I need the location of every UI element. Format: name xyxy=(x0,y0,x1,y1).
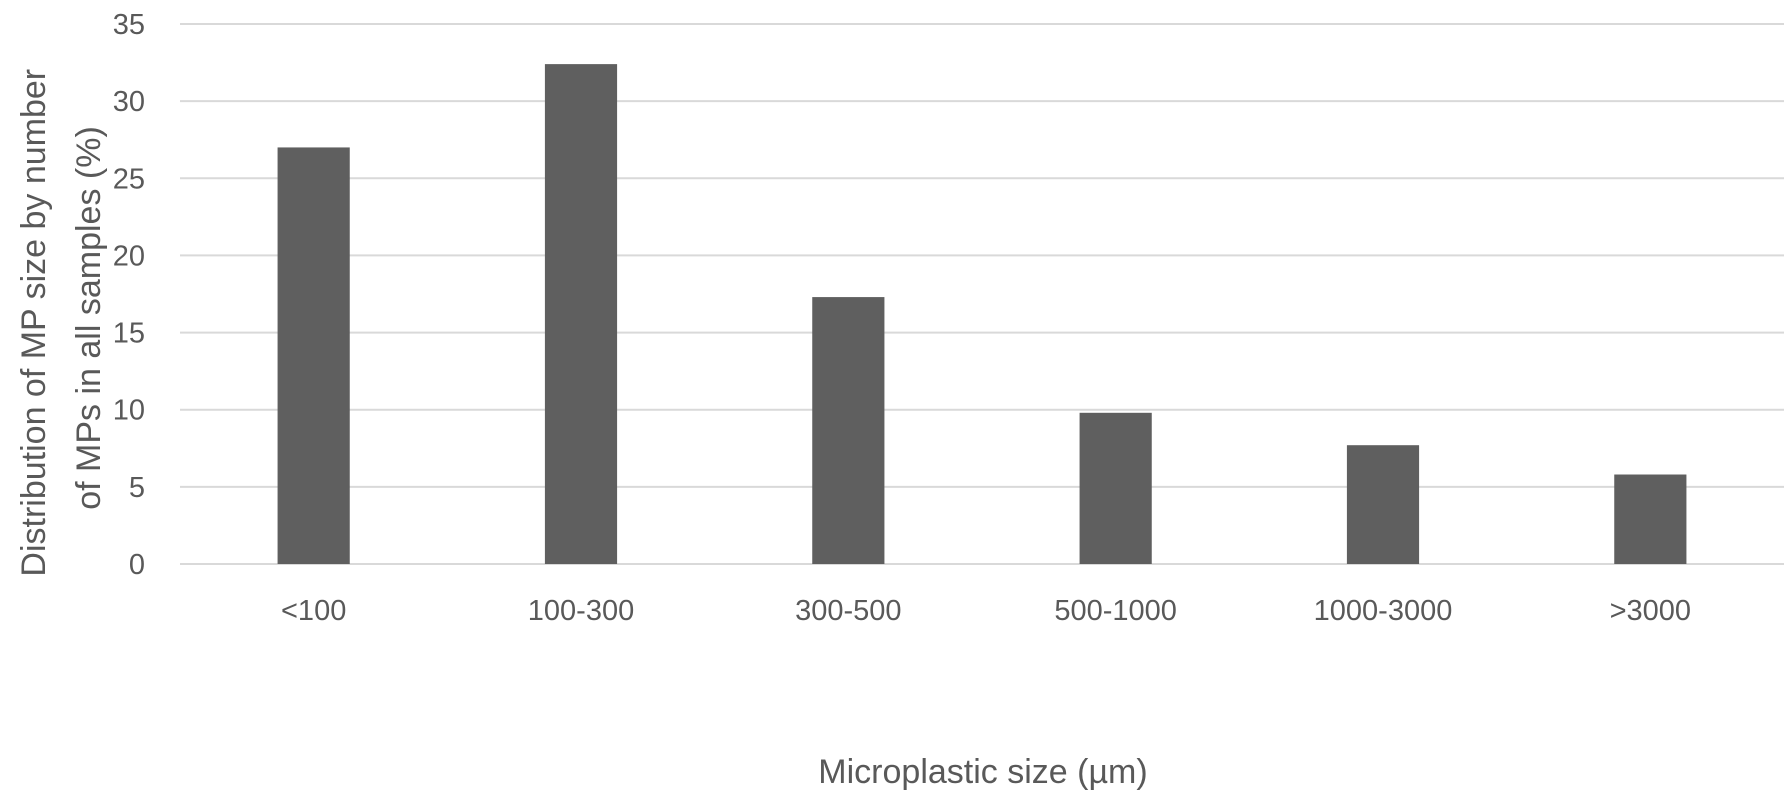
bar xyxy=(1614,474,1687,564)
bar xyxy=(812,297,885,564)
x-tick-label: 300-500 xyxy=(795,595,901,627)
bar xyxy=(1079,412,1152,564)
x-axis-title: Microplastic size (µm) xyxy=(818,753,1147,791)
y-tick-label: 15 xyxy=(113,318,145,350)
bars xyxy=(277,64,1687,564)
y-tick-label: 35 xyxy=(113,9,145,41)
y-axis-title: Distribution of MP size by number of MPs… xyxy=(15,59,108,576)
y-tick-labels: 0 5 10 15 20 25 30 35 xyxy=(113,9,145,581)
x-tick-label: 1000-3000 xyxy=(1314,595,1453,627)
y-tick-label: 10 xyxy=(113,395,145,427)
x-tick-label: 100-300 xyxy=(528,595,634,627)
y-tick-label: 5 xyxy=(129,472,145,504)
x-tick-labels: <100 100-300 300-500 500-1000 1000-3000 >3000 xyxy=(281,595,1691,627)
gridlines xyxy=(180,23,1784,565)
bar xyxy=(1346,445,1420,564)
y-tick-label: 20 xyxy=(113,240,145,272)
y-tick-label: 0 xyxy=(129,549,145,581)
x-tick-label: 500-1000 xyxy=(1054,595,1177,627)
bar xyxy=(544,64,618,564)
bar xyxy=(277,147,350,564)
x-tick-label: >3000 xyxy=(1610,595,1691,627)
x-tick-label: <100 xyxy=(281,595,346,627)
y-axis-title-line-1: Distribution of MP size by number xyxy=(15,69,53,577)
y-tick-label: 25 xyxy=(113,163,145,195)
y-tick-label: 30 xyxy=(113,86,145,118)
y-axis-title-line-2: of MPs in all samples (%) xyxy=(70,126,108,510)
